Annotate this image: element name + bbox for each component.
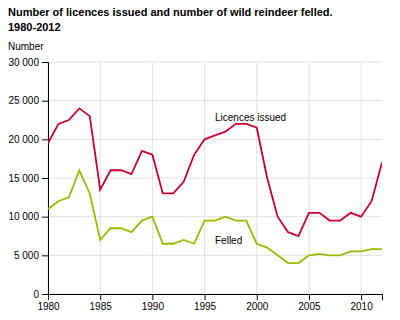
x-tick: 1985 bbox=[90, 294, 113, 312]
x-tick-label: 2005 bbox=[298, 301, 321, 312]
x-tick-label: 1990 bbox=[142, 301, 165, 312]
annotation: Felled bbox=[215, 235, 242, 246]
x-tick-mark bbox=[100, 294, 101, 300]
y-tick-mark bbox=[42, 294, 48, 295]
x-tick: 1990 bbox=[142, 294, 165, 312]
subtitle: 1980-2012 bbox=[8, 21, 61, 33]
x-tick-mark bbox=[309, 294, 310, 300]
y-tick-mark bbox=[42, 62, 48, 63]
y-tick-mark bbox=[42, 178, 48, 179]
series-line bbox=[48, 170, 382, 263]
grid-line-y bbox=[48, 216, 382, 217]
plot: 1980 1985 1990 1995 2000 2005 2010 0 5 000 10 000… bbox=[8, 57, 382, 312]
x-tick: 2010 bbox=[351, 294, 374, 312]
y-tick: 10 000 bbox=[8, 211, 48, 222]
x-tick-mark bbox=[361, 294, 362, 300]
x-tick: 2000 bbox=[246, 294, 269, 312]
y-tick-mark bbox=[42, 139, 48, 140]
y-tick-label: 0 bbox=[33, 289, 39, 300]
y-tick: 30 000 bbox=[8, 57, 48, 68]
y-tick-label: 5 000 bbox=[14, 250, 39, 261]
grid-line-x bbox=[256, 62, 257, 294]
y-tick-label: 30 000 bbox=[8, 57, 39, 68]
y-axis-label: Number bbox=[8, 41, 44, 52]
x-tick-label: 1980 bbox=[37, 301, 60, 312]
x-tick-mark bbox=[152, 294, 153, 300]
y-tick-label: 20 000 bbox=[8, 134, 39, 145]
y-axis: 0 5 000 10 000 15 000 20 000 25 000 30 000 bbox=[8, 57, 48, 300]
x-axis: 1980 1985 1990 1995 2000 2005 2010 bbox=[37, 294, 382, 312]
title: Number of licences issued and number of … bbox=[8, 6, 333, 18]
series-line bbox=[48, 108, 382, 236]
grid bbox=[48, 62, 382, 294]
y-tick: 25 000 bbox=[8, 95, 48, 106]
x-tick-label: 2010 bbox=[351, 301, 374, 312]
y-tick: 15 000 bbox=[8, 173, 48, 184]
x-tick-label: 2000 bbox=[246, 301, 269, 312]
x-tick-label: 1985 bbox=[90, 301, 113, 312]
grid-line-y bbox=[48, 100, 382, 101]
y-tick-label: 15 000 bbox=[8, 173, 39, 184]
grid-line-x bbox=[152, 62, 153, 294]
annotations: Licences issued Felled bbox=[215, 112, 286, 246]
x-tick: 2005 bbox=[298, 294, 321, 312]
x-tick: 1980 bbox=[37, 294, 60, 312]
annotation: Licences issued bbox=[215, 112, 286, 123]
y-tick: 5 000 bbox=[14, 250, 48, 261]
grid-line-x bbox=[361, 62, 362, 294]
grid-line-x bbox=[100, 62, 101, 294]
y-tick-mark bbox=[42, 217, 48, 218]
x-axis-line bbox=[49, 295, 383, 301]
x-tick-mark bbox=[205, 294, 206, 300]
y-tick-label: 10 000 bbox=[8, 211, 39, 222]
grid-line-x bbox=[204, 62, 205, 294]
x-tick: 1995 bbox=[194, 294, 217, 312]
x-tick-mark bbox=[257, 294, 258, 300]
y-tick-mark bbox=[42, 101, 48, 102]
grid-line-y bbox=[48, 62, 382, 63]
grid-line-y bbox=[48, 139, 382, 140]
y-tick: 0 bbox=[33, 289, 48, 300]
x-tick-label: 1995 bbox=[194, 301, 217, 312]
y-tick: 20 000 bbox=[8, 134, 48, 145]
lines bbox=[48, 108, 382, 263]
y-tick-mark bbox=[42, 255, 48, 256]
y-axis-line bbox=[42, 63, 49, 295]
chart: Number of licences issued and number of … bbox=[0, 0, 400, 320]
grid-line-x bbox=[308, 62, 309, 294]
y-tick-label: 25 000 bbox=[8, 95, 39, 106]
